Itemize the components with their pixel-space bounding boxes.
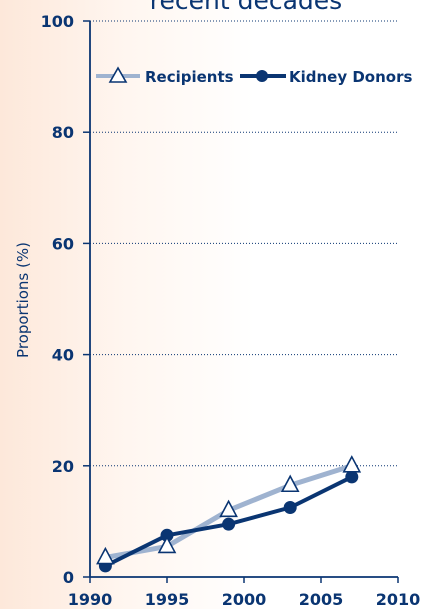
data-point-recipients-1999 bbox=[219, 499, 238, 518]
y-tick-label-40: 40 bbox=[52, 346, 74, 365]
y-tick-label-100: 100 bbox=[41, 12, 74, 31]
data-point-kidney-donors-2007 bbox=[345, 470, 359, 484]
y-tick-label-0: 0 bbox=[63, 568, 74, 587]
data-point-kidney-donors-1995 bbox=[160, 528, 174, 542]
data-point-recipients-1995 bbox=[157, 535, 177, 554]
chart-title: recent decades bbox=[150, 0, 342, 15]
legend: Recipients Kidney Donors bbox=[96, 66, 412, 86]
data-point-kidney-donors-1999 bbox=[222, 517, 236, 531]
x-tick-label-1990: 1990 bbox=[68, 590, 113, 609]
x-tick-label-2000: 2000 bbox=[222, 590, 267, 609]
y-tick-label-60: 60 bbox=[52, 234, 74, 253]
data-point-kidney-donors-2003 bbox=[283, 501, 297, 514]
y-axis-label: Proportions (%) bbox=[14, 242, 32, 358]
data-point-recipients-2003 bbox=[280, 474, 300, 493]
x-tick-label-2005: 2005 bbox=[299, 590, 344, 609]
legend-label-recipients: Recipients bbox=[145, 68, 234, 86]
legend-marker-kidney-donors bbox=[256, 70, 268, 82]
x-tick-label-1995: 1995 bbox=[145, 590, 190, 609]
data-point-recipients-1991 bbox=[96, 546, 115, 565]
axes bbox=[83, 20, 399, 583]
legend-marker-recipients bbox=[108, 66, 128, 83]
legend-label-kidney-donors: Kidney Donors bbox=[289, 68, 412, 86]
x-tick-label-2010: 2010 bbox=[376, 590, 421, 609]
y-tick-label-20: 20 bbox=[52, 457, 74, 476]
series-group bbox=[96, 455, 362, 573]
x-tick-labels: 1990 1995 2000 2005 2010 bbox=[68, 590, 421, 609]
y-tick-labels: 0 20 40 60 80 100 bbox=[41, 12, 74, 587]
data-point-recipients-2007 bbox=[342, 455, 362, 473]
grid-lines bbox=[90, 20, 398, 467]
y-tick-label-80: 80 bbox=[52, 123, 74, 142]
